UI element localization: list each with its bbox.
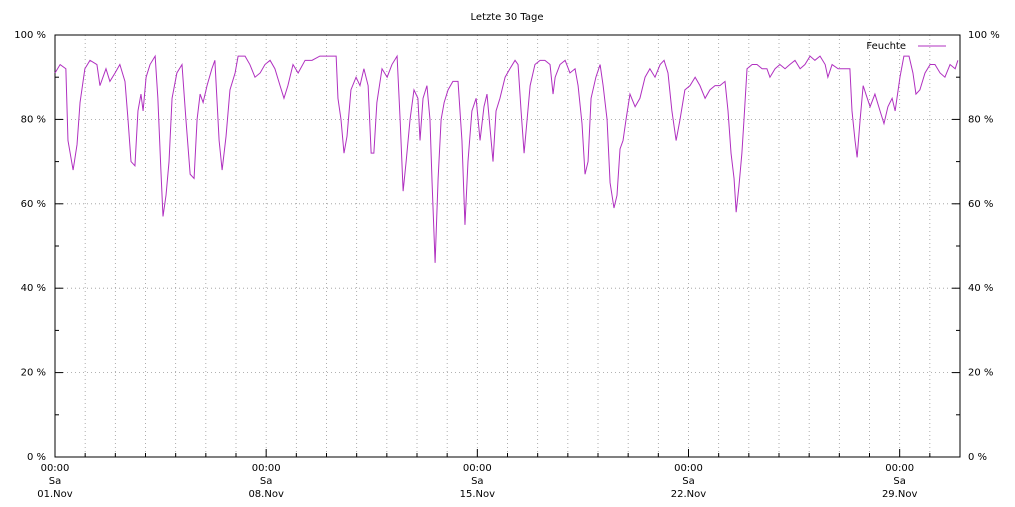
x-tick-label: 00:00 Sa 22.Nov	[670, 463, 707, 500]
y2-tick-label: 40 %	[968, 283, 993, 294]
x-tick-label: 00:00 Sa 08.Nov	[248, 463, 284, 500]
x-tick-label: 00:00 Sa 29.Nov	[881, 463, 918, 500]
y-tick-label: 80 %	[21, 114, 46, 125]
y2-tick-label: 80 %	[968, 114, 993, 125]
y-tick-label: 100 %	[14, 30, 46, 41]
plot-frame	[54, 34, 961, 458]
legend-label: Feuchte	[866, 41, 906, 52]
y2-tick-label: 60 %	[968, 199, 993, 210]
y2-tick-label: 0 %	[968, 452, 987, 463]
y-tick-label: 20 %	[21, 368, 46, 379]
y2-tick-label: 20 %	[968, 368, 993, 379]
y-tick-label: 0 %	[27, 452, 46, 463]
x-tick-label: 00:00 Sa 15.Nov	[459, 463, 496, 500]
y2-tick-label: 100 %	[968, 30, 1000, 41]
x-tick-label: 00:00 Sa 01.Nov	[37, 463, 73, 500]
y-tick-label: 40 %	[21, 283, 46, 294]
data-line	[54, 54, 959, 263]
y-tick-label: 60 %	[21, 199, 46, 210]
chart-title: Letzte 30 Tage	[471, 12, 544, 23]
